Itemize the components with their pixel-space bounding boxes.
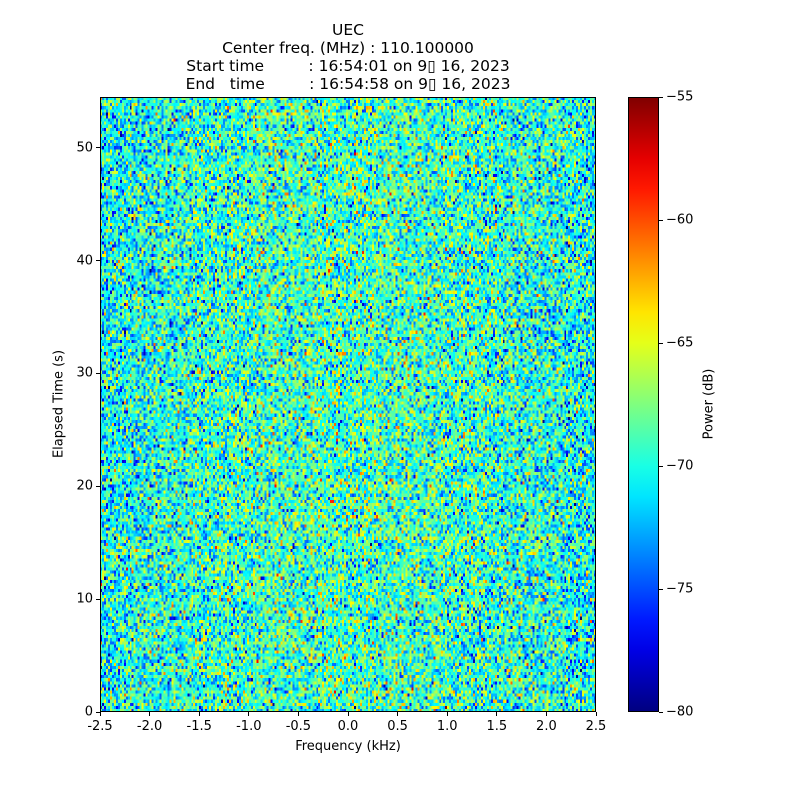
y-axis-label: Elapsed Time (s)	[51, 349, 67, 459]
x-tick-label: -1.5	[186, 719, 212, 734]
y-tick-label: 0	[84, 704, 93, 720]
title-line-1: UEC	[332, 21, 364, 39]
y-tick-mark	[96, 260, 100, 262]
plot-area	[100, 97, 596, 712]
colorbar-label: Power (dB)	[701, 368, 717, 440]
colorbar-tick-mark	[659, 465, 663, 467]
y-tick-label: 10	[76, 591, 93, 607]
x-axis-label: Frequency (kHz)	[295, 739, 401, 754]
title-line-3: Start time : 16:54:01 on 9▯ 16, 2023	[186, 57, 510, 75]
colorbar-frame	[628, 97, 659, 712]
x-tick-label: 1.0	[436, 719, 458, 734]
x-tick-label: 2.0	[536, 719, 557, 734]
x-tick-mark	[198, 712, 200, 716]
x-tick-label: -2.5	[87, 719, 113, 734]
x-tick-mark	[297, 712, 299, 716]
y-tick-mark	[96, 711, 100, 713]
y-tick-label: 50	[76, 140, 93, 156]
y-tick-label: 30	[76, 365, 93, 381]
colorbar-tick-mark	[659, 342, 663, 344]
colorbar-tick-label: −55	[666, 89, 694, 105]
y-tick-mark	[96, 372, 100, 374]
colorbar-tick-label: −75	[666, 581, 694, 597]
plot-frame	[100, 97, 596, 712]
y-tick-mark	[96, 485, 100, 487]
x-tick-mark	[496, 712, 498, 716]
x-tick-mark	[545, 712, 547, 716]
x-tick-mark	[446, 712, 448, 716]
spectrogram-heatmap	[100, 97, 596, 712]
x-tick-label: -1.0	[236, 719, 262, 734]
colorbar-tick-mark	[659, 588, 663, 590]
x-tick-label: 0.0	[337, 719, 359, 734]
x-tick-mark	[347, 712, 349, 716]
x-tick-label: 2.5	[585, 719, 607, 734]
x-tick-mark	[397, 712, 399, 716]
x-tick-mark	[248, 712, 250, 716]
colorbar-tick-label: −65	[666, 335, 694, 351]
colorbar	[628, 97, 659, 712]
x-tick-label: 1.5	[486, 719, 508, 734]
colorbar-tick-label: −60	[666, 212, 694, 228]
x-tick-mark	[149, 712, 151, 716]
x-tick-label: -2.0	[136, 719, 163, 734]
colorbar-tick-mark	[659, 96, 663, 98]
x-tick-mark	[595, 712, 597, 716]
y-tick-mark	[96, 598, 100, 600]
y-tick-label: 20	[76, 478, 93, 494]
x-tick-label: -0.5	[285, 719, 312, 734]
colorbar-tick-label: −80	[666, 704, 694, 720]
colorbar-tick-mark	[659, 219, 663, 221]
y-tick-mark	[96, 147, 100, 149]
x-tick-mark	[99, 712, 101, 716]
colorbar-tick-mark	[659, 711, 663, 713]
x-tick-label: 0.5	[387, 719, 408, 734]
title-line-2: Center freq. (MHz) : 110.100000	[222, 39, 474, 57]
colorbar-tick-label: −70	[666, 458, 694, 474]
y-tick-label: 40	[76, 253, 93, 269]
title-line-4: End time : 16:54:58 on 9▯ 16, 2023	[185, 75, 511, 93]
